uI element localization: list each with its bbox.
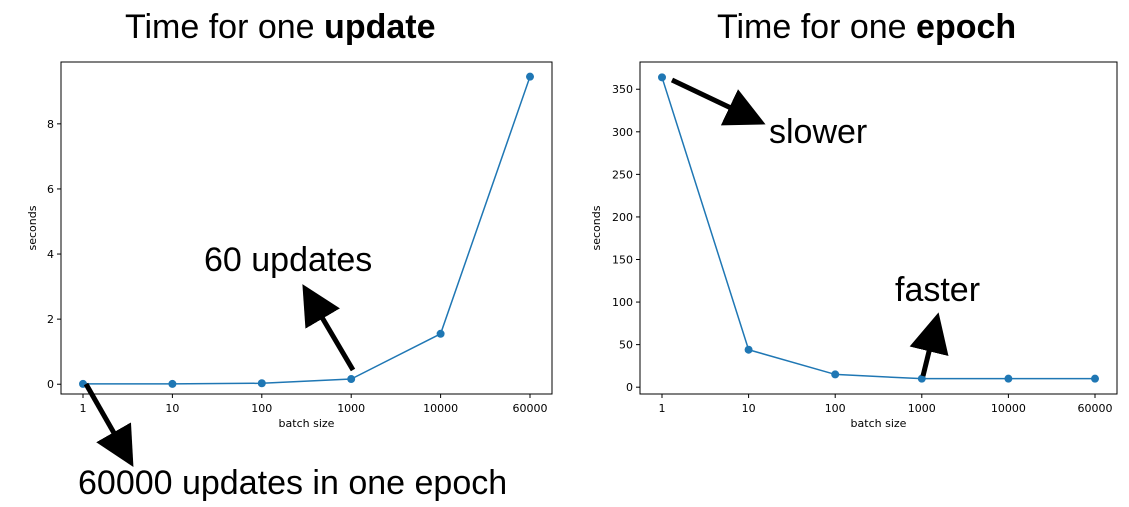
left-x-tick-label: 1000	[337, 402, 365, 415]
right-data-point	[658, 73, 666, 82]
right-x-tick-label: 1	[659, 402, 666, 415]
left-title-bold: update	[324, 8, 436, 46]
right-title-bold: epoch	[916, 8, 1017, 46]
right-x-tick-label: 60000	[1078, 402, 1113, 415]
right-x-tick-label: 10	[742, 402, 756, 415]
left-x-tick-label: 100	[251, 402, 272, 415]
right-y-tick-label: 250	[612, 168, 633, 181]
left-x-tick-label: 60000	[513, 402, 548, 415]
right-data-point	[1004, 374, 1013, 383]
right-title-prefix: Time for one	[717, 8, 917, 46]
right-plot-frame	[639, 61, 1118, 395]
left-y-tick-label: 6	[47, 183, 54, 196]
left-y-tick-label: 8	[47, 118, 54, 131]
left-y-tick-label: 2	[47, 313, 54, 326]
left-x-axis-label: batch size	[279, 417, 335, 430]
right-y-tick-label: 350	[612, 83, 633, 96]
annotation-faster: faster	[895, 271, 980, 309]
left-data-point	[526, 72, 534, 81]
arrow-slower	[670, 77, 766, 126]
right-x-tick-label: 100	[825, 402, 846, 415]
left-y-tick-label: 0	[47, 378, 54, 391]
right-data-point	[1091, 374, 1099, 383]
left-title-prefix: Time for one	[125, 8, 325, 46]
left-data-point	[257, 379, 266, 388]
arrow-60-updates	[302, 284, 356, 372]
left-y-axis-label: seconds	[26, 205, 39, 250]
right-y-tick-label: 200	[612, 211, 633, 224]
left-x-tick-label: 1	[80, 402, 87, 415]
right-series-line	[661, 77, 1095, 380]
right-x-axis-label: batch size	[851, 417, 907, 430]
right-y-tick-label: 50	[619, 339, 633, 352]
left-chart-title: Time for one update	[125, 8, 436, 47]
right-x-tick-label: 1000	[908, 402, 936, 415]
right-y-tick-label: 100	[612, 296, 633, 309]
left-y-tick-label: 4	[47, 248, 54, 261]
annotation-60000-updates: 60000 updates in one epoch	[78, 464, 507, 502]
right-y-tick-label: 0	[626, 381, 633, 394]
right-y-axis-label: seconds	[590, 205, 603, 250]
right-data-point	[831, 370, 840, 379]
left-data-point	[436, 329, 445, 338]
left-x-tick-label: 10000	[423, 402, 458, 415]
arrow-60000-updates	[83, 382, 134, 468]
left-chart: 0 2 4 6 8 1 10 100 1000 10000 60000 batch size secon…	[26, 61, 553, 430]
right-y-tick-label: 300	[612, 126, 633, 139]
right-data-point	[744, 345, 753, 354]
right-data-point	[917, 374, 926, 383]
right-chart-title: Time for one epoch	[717, 8, 1016, 47]
right-y-tick-label: 150	[612, 253, 633, 266]
left-x-tick-label: 10	[165, 402, 179, 415]
annotation-slower: slower	[769, 113, 867, 151]
left-data-point	[347, 375, 356, 384]
arrow-faster	[909, 312, 949, 377]
left-series-line	[83, 76, 531, 385]
annotation-60-updates: 60 updates	[204, 241, 372, 279]
left-data-point	[168, 379, 177, 388]
right-x-tick-label: 10000	[991, 402, 1026, 415]
right-chart: 0 50 100 150 200 250 300 350 1 10 100 1000 10000 6000…	[590, 61, 1118, 430]
left-plot-frame	[60, 61, 553, 395]
